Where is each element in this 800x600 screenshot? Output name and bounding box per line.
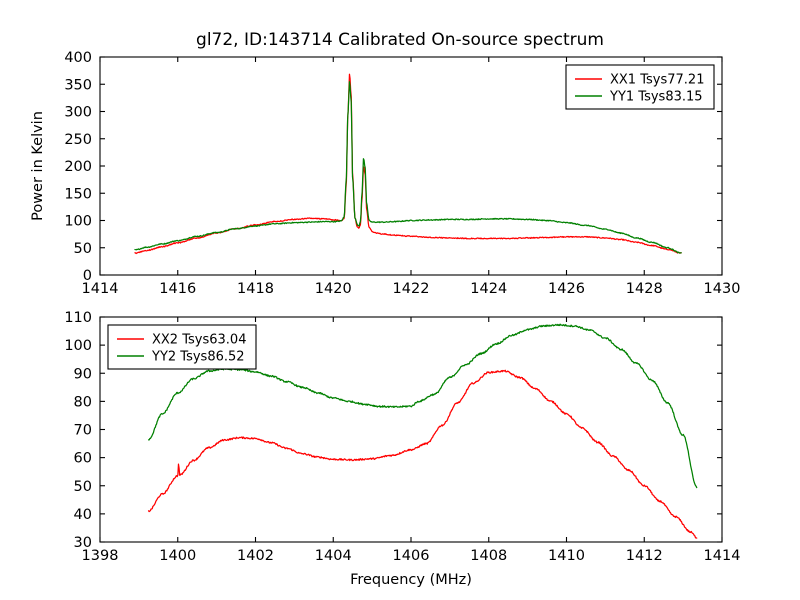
series-line-xx2 bbox=[147, 369, 698, 539]
legend-label: YY1 Tsys83.15 bbox=[609, 90, 703, 105]
y-tick-label: 100 bbox=[64, 338, 92, 354]
x-tick-label: 1398 bbox=[82, 548, 119, 564]
y-tick-label: 110 bbox=[64, 310, 92, 326]
legend-bottom: XX2 Tsys63.04 YY2 Tsys86.52 bbox=[107, 324, 257, 370]
series-line-yy1 bbox=[134, 81, 682, 254]
x-tick-label: 1408 bbox=[470, 548, 507, 564]
legend-box bbox=[565, 64, 715, 110]
legend-box bbox=[107, 324, 257, 370]
x-tick-label: 1410 bbox=[548, 548, 585, 564]
x-axis-label: Frequency (MHz) bbox=[350, 572, 472, 588]
x-tick-label: 1416 bbox=[159, 281, 196, 297]
y-tick-label: 0 bbox=[83, 268, 92, 284]
x-tick-label: 1402 bbox=[237, 548, 274, 564]
y-tick-label: 400 bbox=[64, 50, 92, 66]
x-tick-label: 1418 bbox=[237, 281, 274, 297]
y-tick-label: 70 bbox=[74, 423, 92, 439]
y-tick-label: 350 bbox=[64, 77, 92, 93]
y-tick-label: 40 bbox=[74, 507, 92, 523]
y-tick-label: 150 bbox=[64, 186, 92, 202]
y-tick-label: 80 bbox=[74, 394, 92, 410]
x-tick-label: 1426 bbox=[548, 281, 585, 297]
x-tick-label: 1420 bbox=[315, 281, 352, 297]
y-tick-label: 60 bbox=[74, 451, 92, 467]
x-tick-label: 1406 bbox=[393, 548, 430, 564]
x-tick-label: 1430 bbox=[704, 281, 741, 297]
x-tick-label: 1412 bbox=[626, 548, 663, 564]
series-line-yy2 bbox=[147, 323, 698, 489]
y-tick-label: 50 bbox=[74, 241, 92, 257]
y-tick-label: 100 bbox=[64, 214, 92, 230]
panel-top: 1414 1416 1418 1420 1422 1424 1426 1428 1430 0 50 1… bbox=[30, 50, 740, 297]
x-tick-label: 1422 bbox=[393, 281, 430, 297]
legend-label: YY2 Tsys86.52 bbox=[151, 350, 245, 365]
series-line-xx1 bbox=[134, 73, 682, 255]
page-title: gl72, ID:143714 Calibrated On-source spe… bbox=[196, 30, 604, 50]
legend-label: XX1 Tsys77.21 bbox=[610, 73, 704, 88]
panel-bottom: 1398 1400 1402 1404 1406 1408 1410 1412 1414 30 40… bbox=[64, 310, 740, 588]
x-tick-label: 1400 bbox=[159, 548, 196, 564]
y-tick-label: 300 bbox=[64, 105, 92, 121]
legend-top: XX1 Tsys77.21 YY1 Tsys83.15 bbox=[565, 64, 715, 110]
y-tick-label: 50 bbox=[74, 479, 92, 495]
y-tick-label: 200 bbox=[64, 159, 92, 175]
x-tick-label: 1424 bbox=[470, 281, 507, 297]
x-tick-label: 1428 bbox=[626, 281, 663, 297]
x-tick-label: 1414 bbox=[704, 548, 741, 564]
y-tick-label: 90 bbox=[74, 366, 92, 382]
y-tick-label: 250 bbox=[64, 132, 92, 148]
legend-label: XX2 Tsys63.04 bbox=[152, 333, 246, 348]
x-tick-label: 1414 bbox=[82, 281, 119, 297]
x-tick-label: 1404 bbox=[315, 548, 352, 564]
y-axis-label: Power in Kelvin bbox=[30, 111, 46, 221]
y-tick-label: 30 bbox=[74, 535, 92, 551]
